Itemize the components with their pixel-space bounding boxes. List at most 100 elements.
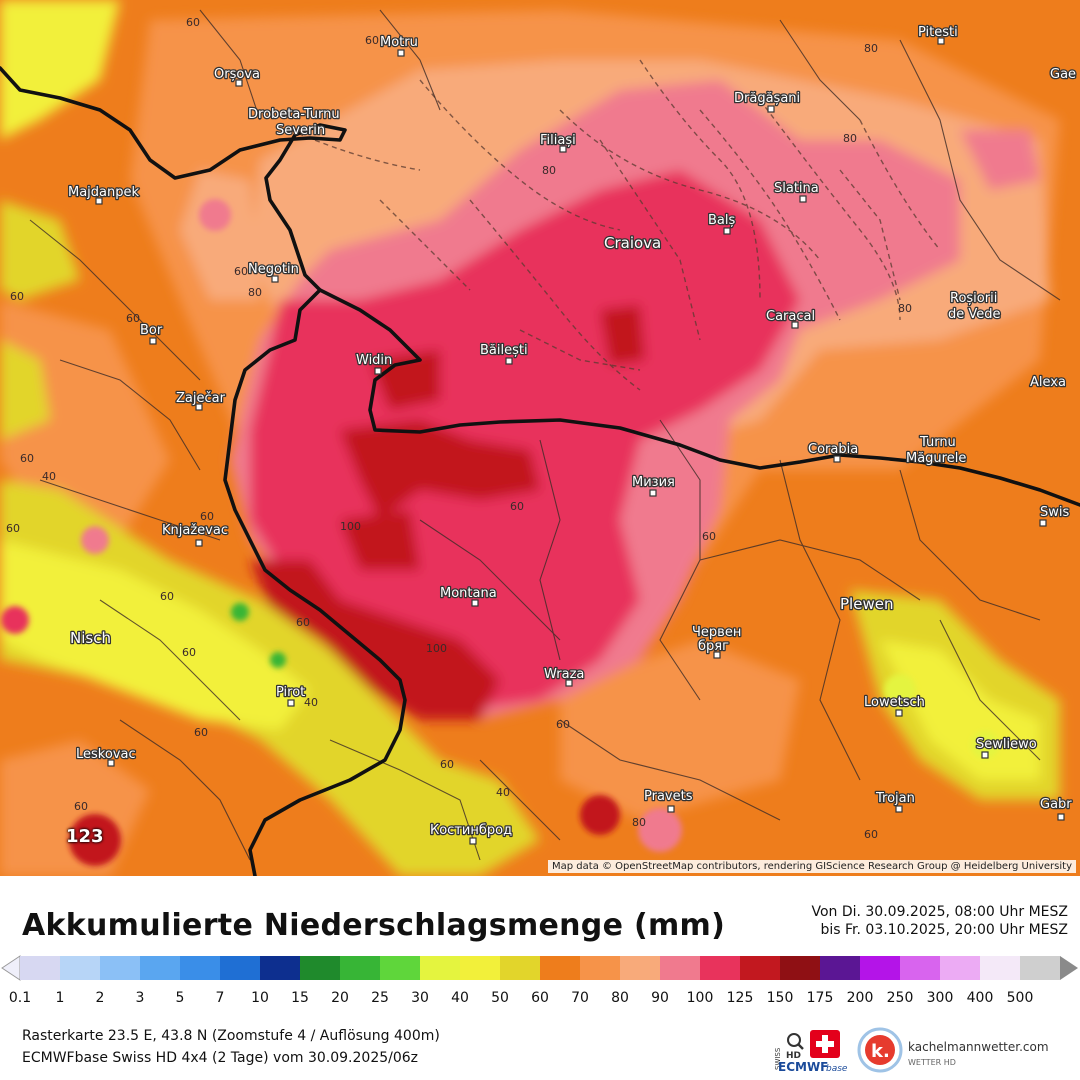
city-label-pirot: Pirot <box>276 685 305 700</box>
isoline-labels: 60 60 80 80 80 60 80 60 60 80 60 60 60 6… <box>6 16 912 841</box>
city-label-cherven: Червен <box>692 625 741 640</box>
precip-field-125b <box>250 560 500 720</box>
precip-cell-30b <box>971 731 999 759</box>
city-label-gae: Gae <box>1050 67 1076 82</box>
precip-cell-90d <box>199 199 231 231</box>
scale-tick-label: 90 <box>651 990 669 1006</box>
scale-swatch <box>660 956 701 980</box>
city-label-nisch: Nisch <box>70 629 111 647</box>
iso-label: 60 <box>440 758 454 771</box>
city-label-alexa: Alexa <box>1030 375 1066 390</box>
scale-swatch <box>780 956 821 980</box>
iso-label: 40 <box>42 470 56 483</box>
scale-swatch <box>860 956 901 980</box>
max-value-marker: 123 <box>66 826 104 847</box>
swiss-logo-text: SWISS <box>774 1047 782 1070</box>
iso-label: 60 <box>864 828 878 841</box>
precip-field-100 <box>250 170 800 710</box>
precip-field-40d <box>0 200 80 300</box>
city-label-caracal: Caracal <box>766 309 815 324</box>
scale-tick-label: 15 <box>291 990 309 1006</box>
scale-swatch <box>820 956 861 980</box>
scale-tick-label: 1 <box>55 990 65 1006</box>
scale-tick-label: 175 <box>806 990 834 1006</box>
precip-field-70c <box>560 640 800 820</box>
scale-tick-label: 200 <box>846 990 874 1006</box>
precip-field-40e <box>0 340 50 440</box>
scale-tick-label: 25 <box>371 990 389 1006</box>
city-label-negotin: Negotin <box>248 262 299 277</box>
city-label-corabia: Corabia <box>808 442 858 457</box>
scale-arrow-left <box>1 955 21 981</box>
scale-swatch <box>580 956 621 980</box>
scale-tick-label: 70 <box>571 990 589 1006</box>
iso-label: 60 <box>365 34 379 47</box>
logos: SWISS HD ECMWF base k. kachelmannwetter.… <box>774 1027 1049 1074</box>
city-label-pitesti: Pitesti <box>918 25 958 40</box>
kachelmann-ring-icon <box>857 1027 903 1073</box>
scale-tick-label: 0.1 <box>8 990 32 1006</box>
iso-label: 100 <box>426 642 447 655</box>
scale-swatch <box>620 956 661 980</box>
iso-label: 60 <box>296 616 310 629</box>
hd-logo-text: HD <box>786 1051 801 1061</box>
scale-swatch <box>900 956 941 980</box>
city-label-wraza: Wraza <box>544 667 584 682</box>
city-labels: Motru Pitesti Orșova Drobeta-Turnu Sever… <box>67 24 1078 840</box>
scale-swatch <box>540 956 581 980</box>
city-label-slatina: Slatina <box>774 181 819 196</box>
city-label-zajecar: Zaječar <box>176 391 226 406</box>
admin-borders <box>29 9 1061 861</box>
precip-cell-90a <box>638 808 682 852</box>
iso-label: 60 <box>20 452 34 465</box>
magnifier-icon <box>787 1033 801 1047</box>
scale-tick-label: 125 <box>726 990 754 1006</box>
city-label-kostinbrod: Костинброд <box>430 823 512 838</box>
precipitation-map[interactable]: 60 60 80 80 80 60 80 60 60 80 60 60 60 6… <box>0 0 1080 876</box>
scale-swatch <box>100 956 141 980</box>
scale-swatch <box>940 956 981 980</box>
scale-swatch <box>20 956 61 980</box>
precip-cell-90b <box>1 606 29 634</box>
map-attribution: Map data © OpenStreetMap contributors, r… <box>548 860 1076 873</box>
city-label-bailesti: Băilești <box>480 343 528 358</box>
precip-field-40b <box>880 640 1040 780</box>
iso-label: 60 <box>160 590 174 603</box>
precip-cell-20b <box>270 652 286 668</box>
scale-tick-label: 40 <box>451 990 469 1006</box>
scale-swatch <box>380 956 421 980</box>
scale-swatch <box>420 956 461 980</box>
scale-tick-label: 300 <box>926 990 954 1006</box>
iso-label: 80 <box>843 132 857 145</box>
city-label-motru: Motru <box>380 35 418 50</box>
iso-label: 60 <box>194 726 208 739</box>
city-label-filiasi: Filiași <box>540 133 576 148</box>
scale-tick-label: 20 <box>331 990 349 1006</box>
scale-swatch <box>1020 956 1061 980</box>
city-label-sewliewo: Sewliewo <box>976 737 1037 752</box>
city-label-drobeta: Drobeta-Turnu <box>248 107 340 122</box>
scale-swatch <box>340 956 381 980</box>
scale-swatch <box>260 956 301 980</box>
precip-field-90b <box>960 130 1040 190</box>
precip-field-125 <box>340 420 540 520</box>
scale-tick-label: 60 <box>531 990 549 1006</box>
city-label-severin: Severin <box>276 123 325 138</box>
city-label-bryag: бряг <box>698 639 729 654</box>
scale-tick-label: 150 <box>766 990 794 1006</box>
city-label-turnu: Turnu <box>919 435 956 450</box>
scale-swatch <box>220 956 261 980</box>
kachelmann-k: k. <box>871 1041 890 1062</box>
city-label-de-vede: de Vede <box>948 307 1001 322</box>
iso-label: 60 <box>74 800 88 813</box>
period-to: bis Fr. 03.10.2025, 20:00 Uhr MESZ <box>820 922 1068 938</box>
scale-tick-label: 30 <box>411 990 429 1006</box>
scale-tick-label: 10 <box>251 990 269 1006</box>
country-borders <box>0 66 1080 876</box>
iso-label: 40 <box>496 786 510 799</box>
iso-label: 60 <box>702 530 716 543</box>
kachelmann-brand: kachelmannwetter.com <box>908 1040 1049 1054</box>
scale-swatch <box>180 956 221 980</box>
precip-cell-125a <box>69 814 121 866</box>
raster-info: Rasterkarte 23.5 E, 43.8 N (Zoomstufe 4 … <box>22 1028 440 1044</box>
